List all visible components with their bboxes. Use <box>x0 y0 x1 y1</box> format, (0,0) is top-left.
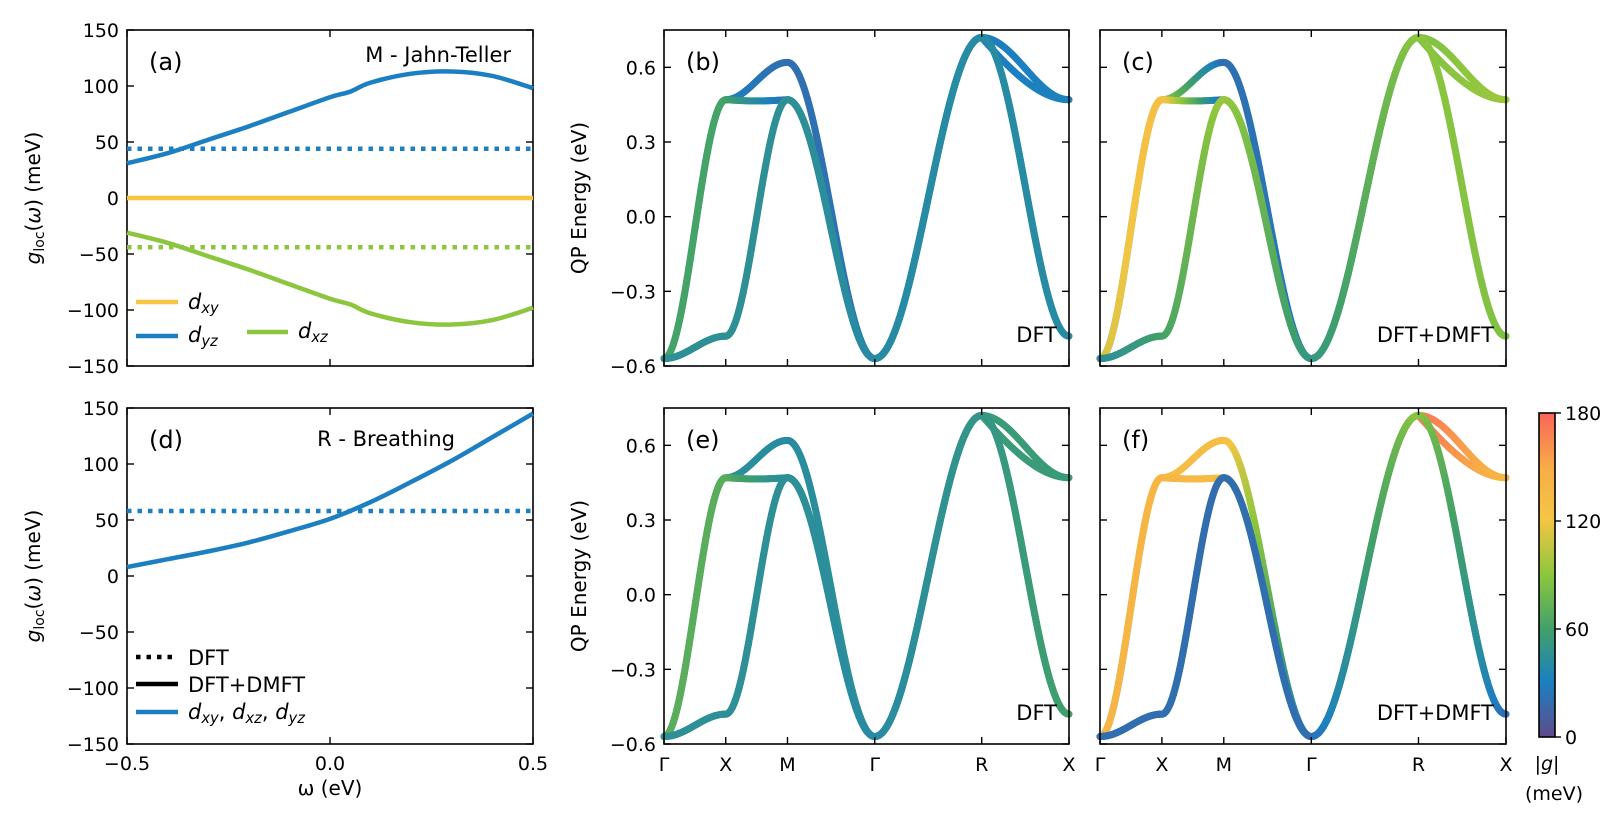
method-label: DFT+DMFT <box>1377 323 1494 347</box>
colorbar-tick-label: 180 <box>1565 403 1601 425</box>
y-tick-label: 100 <box>83 76 119 98</box>
panel-label: (b) <box>686 48 720 76</box>
x-axis-label: ω (eV) <box>298 776 363 800</box>
legend-label: dxz <box>298 319 328 346</box>
y-axis-label: gloc(ω) (meV) <box>21 132 48 265</box>
plot-frame <box>663 29 1070 367</box>
y-tick-label: 150 <box>83 20 119 42</box>
x-tick-label: 0.0 <box>315 753 345 775</box>
band-branch <box>1096 33 1510 363</box>
k-point-label: Γ <box>659 754 670 776</box>
k-point-label: X <box>719 754 732 776</box>
k-point-label: X <box>1062 754 1075 776</box>
panel-label: (f) <box>1122 426 1149 454</box>
colorbar-tick-label: 0 <box>1565 727 1577 749</box>
y-tick-label: 0 <box>107 566 119 588</box>
k-point-label: M <box>1216 754 1232 776</box>
colorbar-tick-label: 60 <box>1565 619 1589 641</box>
y-tick-label: −50 <box>79 622 119 644</box>
legend-label: dxy <box>188 290 219 317</box>
k-point-label: Γ <box>869 754 880 776</box>
k-point-label: R <box>975 754 988 776</box>
colorbar-label: |g| <box>1535 753 1560 775</box>
y-tick-label: 50 <box>95 132 119 154</box>
panel-a: 150 100 50 0 −50 −100 −150 gloc(ω) (meV) (a) M - … <box>21 20 534 378</box>
y-tick-label: 0.0 <box>626 585 656 607</box>
y-tick-label: 0 <box>107 188 119 210</box>
y-tick-label: −0.3 <box>610 659 656 681</box>
y-tick-label: −100 <box>67 300 119 322</box>
y-tick-label: 100 <box>83 454 119 476</box>
panel-title: R - Breathing <box>317 427 455 451</box>
y-tick-label: 0.0 <box>626 207 656 229</box>
y-tick-label: 0.6 <box>626 57 656 79</box>
band-branch <box>660 411 1073 741</box>
method-label: DFT <box>1016 323 1057 347</box>
method-label: DFT <box>1016 701 1057 725</box>
band-branch <box>1096 411 1510 741</box>
k-point-label: Γ <box>1095 754 1106 776</box>
y-axis-label: gloc(ω) (meV) <box>21 510 48 643</box>
y-tick-label: −0.3 <box>610 281 656 303</box>
legend-label: DFT+DMFT <box>188 673 305 697</box>
plot-frame <box>663 407 1070 745</box>
panel-e: 0.60.30.0−0.3−0.6Γ X M Γ R XQP Energy (eV)(e)… <box>567 407 1076 776</box>
panel-c: (c) DFT+DMFT <box>1096 29 1510 367</box>
y-axis-label: QP Energy (eV) <box>567 500 591 652</box>
y-tick-label: −50 <box>79 244 119 266</box>
legend-label: dxy, dxz, dyz <box>188 700 305 727</box>
y-tick-label: 50 <box>95 510 119 532</box>
series-line <box>126 69 534 166</box>
panel-b: 0.6 0.3 0.0 −0.3 −0.6 QP Energy (eV) (b) DFT <box>567 29 1073 378</box>
panel-d: 150 100 50 0 −50 −100 −150−0.5 0.0 0.5 gloc(ω) (m… <box>21 398 548 800</box>
method-label: DFT+DMFT <box>1377 701 1494 725</box>
legend-label: DFT <box>188 646 229 670</box>
y-tick-label: −0.6 <box>610 356 656 378</box>
y-axis-label: QP Energy (eV) <box>567 122 591 274</box>
k-point-label: X <box>1499 754 1512 776</box>
y-tick-label: −150 <box>67 356 119 378</box>
y-tick-label: −100 <box>67 678 119 700</box>
y-tick-label: 150 <box>83 398 119 420</box>
y-tick-label: 0.3 <box>626 132 656 154</box>
k-point-label: Γ <box>1306 754 1317 776</box>
panel-title: M - Jahn-Teller <box>365 43 511 67</box>
series-line <box>126 411 535 570</box>
panel-f: Γ X M Γ R X (f) DFT+DMFT <box>1095 407 1513 776</box>
y-tick-label: −150 <box>67 734 119 756</box>
series-line <box>126 230 534 327</box>
panel-label: (a) <box>149 48 182 76</box>
panel-label: (c) <box>1122 48 1154 76</box>
colorbar: 180 120 60 0|g| (meV) <box>1525 403 1601 805</box>
plot-frame <box>1099 29 1507 367</box>
colorbar-tick-label: 120 <box>1565 511 1601 533</box>
k-point-label: X <box>1155 754 1168 776</box>
x-tick-label: 0.5 <box>518 753 548 775</box>
panel-label: (d) <box>149 426 183 454</box>
legend-label: dyz <box>188 323 218 350</box>
k-point-label: M <box>779 754 795 776</box>
panel-label: (e) <box>686 426 720 454</box>
y-tick-label: 0.6 <box>626 435 656 457</box>
colorbar-unit: (meV) <box>1525 783 1583 805</box>
colorbar-gradient <box>1538 412 1556 738</box>
plot-frame <box>1099 407 1507 745</box>
x-tick-label: −0.5 <box>104 753 150 775</box>
k-point-label: R <box>1412 754 1425 776</box>
y-tick-label: −0.6 <box>610 734 656 756</box>
band-branch <box>660 33 1073 363</box>
y-tick-label: 0.3 <box>626 510 656 532</box>
